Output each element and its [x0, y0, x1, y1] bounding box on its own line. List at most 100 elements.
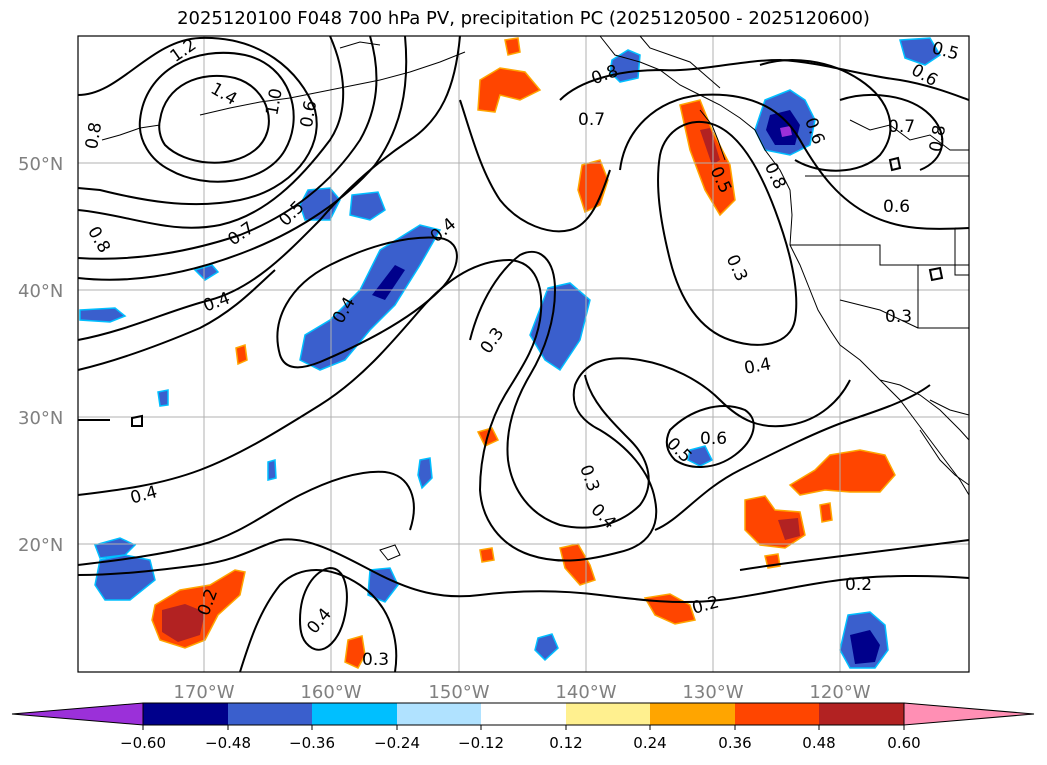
- precip-pos-5: [235, 344, 248, 366]
- precip-neg-s6: [267, 459, 277, 481]
- precip-neg-s4: [417, 457, 433, 490]
- precip-neg-s7: [157, 389, 169, 407]
- contour-0.2: [77, 538, 970, 604]
- pv-contours: [77, 35, 970, 673]
- contour-label: 0.4: [743, 354, 773, 378]
- precip-neg-s2: [687, 445, 714, 467]
- colorbar: −0.60 −0.48 −0.36 −0.24 −0.12 0.12 0.24 …: [11, 702, 1035, 752]
- contour-0.4-s: [298, 566, 348, 651]
- colorbar-tick-label: −0.12: [458, 734, 504, 752]
- colorbar-tick-label: 0.12: [549, 734, 582, 752]
- precip-pos-7: [479, 547, 495, 563]
- colorbar-bin: [312, 703, 397, 725]
- map-frame: [77, 35, 970, 673]
- precip-neg-2: [349, 191, 386, 221]
- contour-0.5: [77, 35, 461, 341]
- lat-label: 20°N: [18, 535, 63, 556]
- colorbar-bin: [481, 703, 566, 725]
- contour-1.4: [158, 74, 270, 164]
- precip-neg-s3: [534, 633, 559, 662]
- contour-0.8-bc: [759, 59, 892, 172]
- lat-label: 30°N: [18, 408, 63, 429]
- lon-label: 140°W: [555, 682, 616, 703]
- contour-0.8-e: [839, 94, 944, 171]
- precip-pos-11: [788, 449, 896, 496]
- precip-neg-s5: [193, 264, 220, 281]
- lon-label: 130°W: [682, 682, 743, 703]
- precip-neg-3: [529, 282, 591, 372]
- precip-neg-w1: [94, 554, 156, 601]
- precip-neg-w2: [94, 537, 137, 559]
- precip-neg-core-se: [850, 630, 880, 664]
- precip-pos-9: [344, 635, 366, 669]
- contour-0.8: [77, 35, 345, 229]
- contour-0.4-west: [77, 269, 276, 371]
- colorbar-bin: [228, 703, 312, 725]
- colorbar-tick-label: 0.24: [633, 734, 666, 752]
- contour-0.6-ne: [619, 93, 970, 230]
- contour-label: 1.0: [262, 87, 286, 117]
- contour-label: 0.8: [82, 121, 106, 151]
- precip-pos-13: [819, 502, 833, 523]
- contour-label: 0.6: [883, 197, 910, 217]
- lon-label: 160°W: [300, 682, 361, 703]
- colorbar-frame: [142, 702, 905, 726]
- contour-0.3-ne: [657, 120, 798, 346]
- contour-0.5-s: [654, 384, 931, 531]
- precip-neg-central: [299, 224, 442, 371]
- contour-0.2-se: [739, 539, 970, 571]
- colorbar-bin: [566, 703, 650, 725]
- lat-label: 50°N: [18, 154, 63, 175]
- colorbar-tick-label: −0.60: [120, 734, 166, 752]
- contour-1.0: [77, 36, 318, 206]
- colorbar-bin: [735, 703, 819, 725]
- precip-pos-core-10: [778, 518, 800, 540]
- lat-label: 40°N: [18, 281, 63, 302]
- contour-label: 0.7: [578, 110, 605, 130]
- lon-label: 170°W: [173, 682, 234, 703]
- colorbar-ticks: [142, 725, 905, 730]
- colorbar-bin: [397, 703, 481, 725]
- contour-label: 0.2: [845, 575, 872, 595]
- precip-neg-ne: [899, 37, 942, 66]
- colorbar-extend-low: [11, 702, 144, 726]
- contour-0.6-south: [665, 405, 755, 468]
- precip-pos-1: [477, 67, 542, 113]
- contour-label: 0.7: [888, 117, 915, 137]
- precip-pos-core-coast: [700, 128, 720, 165]
- precip-neg-1: [299, 187, 341, 221]
- map-plot-area: [78, 36, 969, 672]
- colorbar-extend-high: [903, 702, 1035, 726]
- precip-neg-core-central: [372, 265, 405, 300]
- precip-pos-2: [504, 37, 521, 56]
- colorbar-tick-label: 0.48: [802, 734, 835, 752]
- contour-0.3-center: [469, 250, 650, 529]
- colorbar-bin: [143, 703, 228, 725]
- contour-label: 0.6: [297, 99, 321, 129]
- contour-0.3-south: [77, 470, 415, 566]
- map-title: 2025120100 F048 700 hPa PV, precipitatio…: [177, 8, 870, 29]
- colorbar-tick-label: −0.36: [289, 734, 335, 752]
- lon-label: 150°W: [428, 682, 489, 703]
- longitude-labels: 170°W 160°W 150°W 140°W 130°W 120°W: [173, 682, 870, 703]
- precip-neg-w3: [79, 307, 127, 323]
- contour-label: 0.8: [926, 124, 950, 154]
- contour-1.2: [138, 51, 295, 183]
- contour-label: 0.3: [885, 307, 912, 327]
- precip-neg-peak-bc: [780, 126, 792, 137]
- contour-0.7-n: [459, 99, 611, 233]
- contour-0.7: [77, 35, 378, 260]
- precip-pos-core-sw: [162, 604, 205, 642]
- coastlines: [101, 35, 970, 561]
- lon-label: 120°W: [809, 682, 870, 703]
- colorbar-tick-label: −0.24: [374, 734, 420, 752]
- colorbar-tick-label: 0.60: [887, 734, 920, 752]
- contour-label: 0.3: [362, 650, 389, 670]
- colorbar-bin: [819, 703, 904, 725]
- contour-0.6: [77, 35, 408, 281]
- contour-label: 0.6: [700, 429, 727, 449]
- colorbar-tick-label: 0.36: [718, 734, 751, 752]
- colorbar-bin: [650, 703, 735, 725]
- contour-0.3-bottom: [239, 569, 398, 673]
